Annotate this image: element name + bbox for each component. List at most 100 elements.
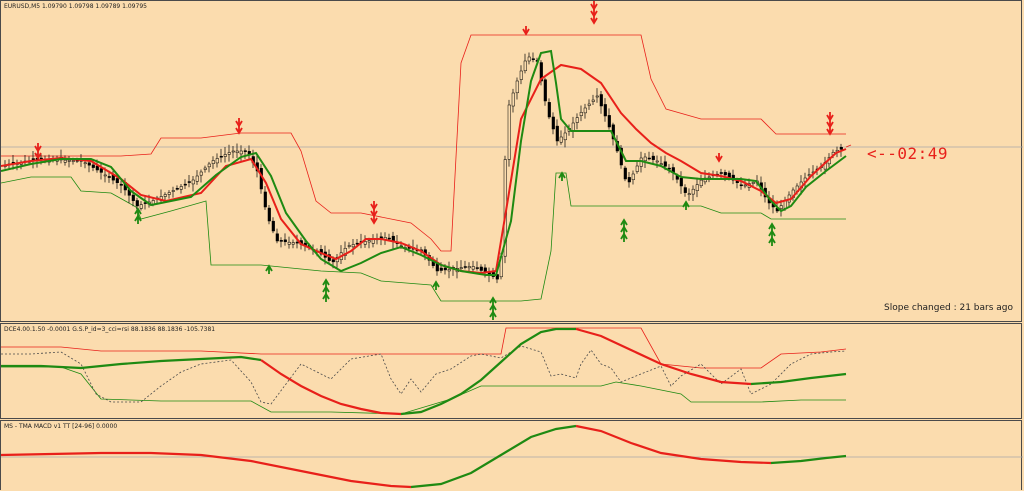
candle-body [631, 173, 635, 180]
candle-body [515, 80, 519, 94]
candle-body [275, 233, 279, 242]
price-chart-canvas[interactable] [1, 1, 1023, 323]
candle-body [683, 187, 687, 193]
candle-body [531, 58, 535, 60]
candle-body [507, 104, 511, 160]
candle-body [199, 171, 203, 176]
candle-body [95, 165, 99, 171]
dce-main-line-green [400, 327, 576, 416]
candle-body [619, 147, 623, 166]
candle-body [239, 150, 243, 155]
candle-body [167, 192, 171, 195]
candle-body [227, 152, 231, 155]
candle-body [467, 266, 471, 269]
candle-body [347, 245, 351, 247]
dce-dotted-signal [1, 345, 847, 405]
candlestick-series [3, 52, 843, 284]
red-sell-arrow-icon [235, 118, 243, 128]
green-buy-arrow-icon [768, 229, 776, 239]
candle-body [139, 204, 143, 209]
macd-line-red-2 [575, 424, 772, 465]
green-buy-arrow-icon [489, 296, 497, 306]
candle-body [659, 163, 663, 165]
candle-body [279, 240, 283, 242]
macd-line-green-2 [770, 454, 847, 465]
candle-body [739, 184, 743, 187]
candle-body [459, 267, 463, 269]
macd-indicator-title: MS - TMA MACD v1 TT [24-96] 0.0000 [4, 423, 118, 430]
red-sell-arrow-icon [590, 1, 598, 11]
candle-body [587, 103, 591, 106]
candle-body [555, 125, 559, 142]
candle-body [647, 157, 651, 160]
dce-indicator-pane[interactable]: DCE4.00.1.50 -0.0001 G.S.P_id=3_cci=rsi … [0, 323, 1022, 419]
main-price-pane[interactable]: EURUSD,M5 1.09790 1.09798 1.09789 1.0979… [0, 0, 1023, 323]
candle-body [207, 163, 211, 168]
candle-body [295, 241, 299, 244]
candle-body [579, 112, 583, 116]
candle-body [603, 104, 607, 117]
candle-body [475, 267, 479, 269]
candle-body [223, 154, 227, 157]
red-sell-arrow-icon [370, 201, 378, 211]
candle-body [511, 92, 515, 107]
candle-body [571, 122, 575, 132]
candle-body [635, 165, 639, 172]
candle-body [643, 156, 647, 161]
candle-body [99, 168, 103, 173]
green-buy-arrow-icon [489, 303, 497, 313]
candle-body [679, 177, 683, 187]
red-sell-arrow-icon [826, 126, 834, 136]
candle-body [527, 56, 531, 62]
candle-body [607, 115, 611, 128]
dce-indicator-title: DCE4.00.1.50 -0.0001 G.S.P_id=3_cci=rsi … [4, 326, 216, 333]
candle-body [71, 160, 75, 162]
donchian-upper-band [1, 34, 846, 252]
candle-body [463, 266, 467, 268]
candle-body [595, 95, 599, 98]
candle-body [471, 266, 475, 270]
candle-body [331, 259, 335, 263]
red-sell-arrow-icon [522, 26, 530, 36]
candle-body [723, 172, 727, 176]
slope-status-text: Slope changed : 21 bars ago [884, 303, 1013, 313]
candle-body [203, 167, 207, 170]
candle-body [627, 177, 631, 183]
green-buy-arrow-icon [432, 280, 440, 290]
candle-body [195, 175, 199, 182]
candle-body [447, 269, 451, 272]
candle-body [583, 107, 587, 114]
green-buy-arrow-icon [620, 218, 628, 228]
candle-body [599, 94, 603, 107]
candle-body [163, 194, 167, 197]
green-buy-arrow-icon [322, 292, 330, 302]
candle-body [651, 155, 655, 160]
candle-body [523, 60, 527, 72]
candle-body [779, 205, 783, 209]
candle-body [387, 237, 391, 240]
candle-body [191, 179, 195, 185]
red-sell-arrow-icon [34, 150, 42, 160]
dce-indicator-canvas [1, 327, 847, 416]
candle-body [695, 184, 699, 191]
candle-body [751, 182, 755, 184]
candle-body [283, 239, 287, 243]
dce-lower-band [1, 366, 846, 415]
dce-main-line-green-2 [750, 372, 847, 386]
candle-body [179, 186, 183, 190]
candle-body [575, 117, 579, 123]
red-sell-arrow-icon [590, 15, 598, 25]
candle-body [351, 244, 355, 248]
macd-line-green [410, 424, 577, 489]
candle-body [495, 274, 499, 280]
candle-body [267, 207, 271, 222]
candle-body [215, 158, 219, 164]
macd-indicator-pane[interactable]: MS - TMA MACD v1 TT [24-96] 0.0000 [0, 420, 1023, 490]
candle-body [231, 150, 235, 153]
candle-body [667, 167, 671, 170]
candle-body [243, 150, 247, 152]
green-buy-arrow-icon [134, 207, 142, 217]
candle-body [187, 181, 191, 183]
candle-body [119, 183, 123, 186]
